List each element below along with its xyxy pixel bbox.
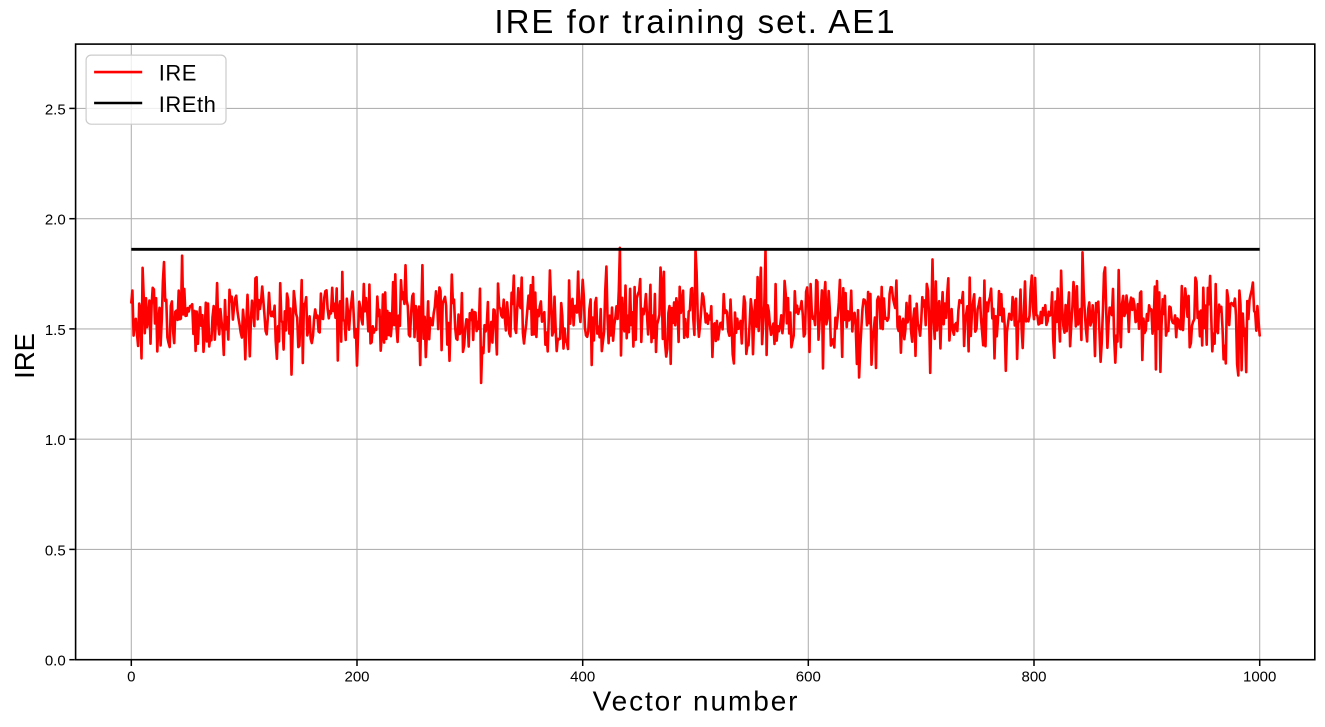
svg-text:Vector number: Vector number bbox=[593, 686, 800, 717]
svg-text:IRE: IRE bbox=[9, 333, 40, 379]
svg-text:0.5: 0.5 bbox=[45, 542, 66, 559]
svg-text:1.5: 1.5 bbox=[45, 322, 66, 339]
svg-text:400: 400 bbox=[570, 669, 595, 686]
svg-text:200: 200 bbox=[344, 669, 369, 686]
svg-text:1.0: 1.0 bbox=[45, 432, 66, 449]
svg-text:600: 600 bbox=[796, 669, 821, 686]
svg-text:0.0: 0.0 bbox=[45, 653, 66, 670]
svg-text:IRE for training set. AE1: IRE for training set. AE1 bbox=[494, 3, 896, 40]
svg-text:IRE: IRE bbox=[159, 60, 197, 85]
svg-text:2.5: 2.5 bbox=[45, 101, 66, 118]
svg-text:IREth: IREth bbox=[159, 92, 217, 117]
svg-text:1000: 1000 bbox=[1243, 669, 1276, 686]
svg-text:800: 800 bbox=[1021, 669, 1046, 686]
svg-text:0: 0 bbox=[127, 669, 135, 686]
svg-text:2.0: 2.0 bbox=[45, 212, 66, 229]
